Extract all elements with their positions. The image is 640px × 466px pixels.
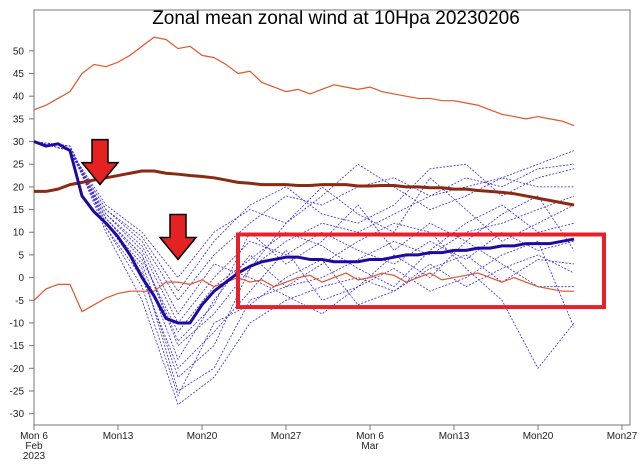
y-tick-label: 45 bbox=[13, 69, 25, 80]
y-tick-label: -5 bbox=[15, 296, 24, 307]
ensemble-member-line bbox=[33, 141, 575, 328]
ensemble-member-line bbox=[33, 141, 575, 397]
ensemble-member-line bbox=[33, 141, 574, 279]
ensemble-member-line bbox=[33, 141, 575, 333]
x-tick-label: Mon13 bbox=[439, 431, 470, 442]
down-arrow-icon bbox=[80, 138, 120, 186]
x-tick-label: Mon27 bbox=[271, 431, 302, 442]
x-tick-label: Mon13 bbox=[103, 431, 134, 442]
ensemble-member-line bbox=[33, 141, 575, 324]
ensemble-mean-line bbox=[33, 140, 575, 325]
y-tick-label: -20 bbox=[10, 364, 25, 375]
y-tick-label: -25 bbox=[10, 386, 25, 397]
ensemble-member-line bbox=[33, 141, 575, 406]
y-tick-label: 30 bbox=[13, 137, 25, 148]
y-tick-label: -15 bbox=[10, 341, 25, 352]
chart-title: Zonal mean zonal wind at 10Hpa 20230206 bbox=[152, 8, 520, 29]
x-tick-label: Mon 6 bbox=[20, 431, 48, 442]
ensemble-member-line bbox=[33, 141, 575, 292]
climatology-line bbox=[34, 169, 575, 207]
x-tick-month: Mar bbox=[361, 441, 379, 452]
x-tick-month: Feb bbox=[25, 441, 43, 452]
y-tick-label: 35 bbox=[13, 114, 25, 125]
y-tick-label: -10 bbox=[10, 318, 25, 329]
y-tick-label: 50 bbox=[13, 46, 25, 57]
x-tick-label: Mon27 bbox=[607, 431, 638, 442]
ensemble-member-line bbox=[33, 141, 574, 370]
down-arrow-icon bbox=[158, 213, 198, 261]
y-tick-label: -30 bbox=[10, 409, 25, 420]
x-tick-label: Mon20 bbox=[523, 431, 554, 442]
y-tick-label: 0 bbox=[18, 273, 24, 284]
y-tick-label: 20 bbox=[13, 182, 25, 193]
ensemble-member-line bbox=[33, 141, 575, 392]
min-line bbox=[33, 272, 574, 313]
y-tick-label: 5 bbox=[18, 250, 24, 261]
ensemble-member-line bbox=[33, 141, 575, 342]
y-tick-label: 25 bbox=[13, 160, 25, 171]
y-tick-label: 40 bbox=[13, 92, 25, 103]
highlight-box bbox=[236, 232, 606, 310]
max-line bbox=[33, 36, 575, 127]
x-tick-label: Mon 6 bbox=[356, 431, 384, 442]
y-tick-label: 15 bbox=[13, 205, 25, 216]
x-tick-label: Mon20 bbox=[187, 431, 218, 442]
plot-frame bbox=[33, 9, 631, 426]
y-tick-label: 10 bbox=[13, 228, 25, 239]
x-tick-year: 2023 bbox=[23, 451, 46, 462]
